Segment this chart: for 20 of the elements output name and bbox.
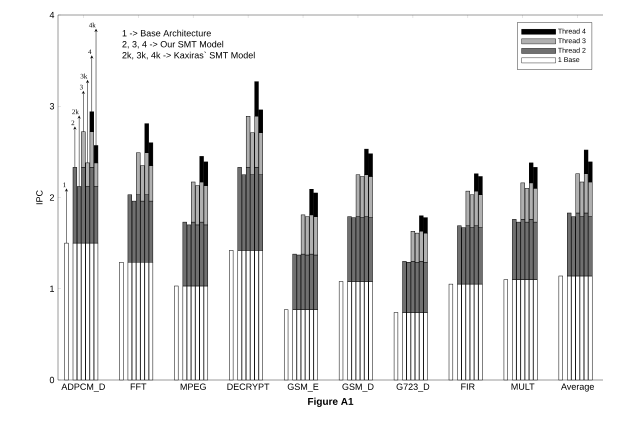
x-tick-label: FFT xyxy=(130,384,146,390)
y-tick-label: 3 xyxy=(50,103,54,110)
x-tick-label: DECRYPT xyxy=(227,384,270,390)
x-tick-label: GSM_E xyxy=(288,384,318,392)
x-tick-label: GSM_D xyxy=(342,384,374,392)
y-tick-label: 2 xyxy=(50,194,54,201)
y-axis-title: IPC xyxy=(36,190,43,204)
x-tick-label: FIR xyxy=(461,384,475,390)
x-tick-label: G723_D xyxy=(396,384,430,392)
y-tick-label: 4 xyxy=(50,12,54,18)
annotation: 1 -> Base Architecture xyxy=(122,30,211,36)
text: Figure A1 xyxy=(308,398,354,407)
annotation: 2, 3, 4 -> Our SMT Model xyxy=(122,40,224,48)
x-tick-label: Average xyxy=(560,384,594,392)
y-tick-label: 1 xyxy=(50,286,54,292)
annotation: 2k, 3k, 4k -> Kaxiras` SMT Model xyxy=(122,52,255,60)
x-tick-label: MULT xyxy=(512,384,534,390)
x-tick-label: MPEG xyxy=(180,384,206,390)
x-tick-label: ADPCM_D xyxy=(61,384,105,392)
y-tick-label: 0 xyxy=(50,376,54,384)
